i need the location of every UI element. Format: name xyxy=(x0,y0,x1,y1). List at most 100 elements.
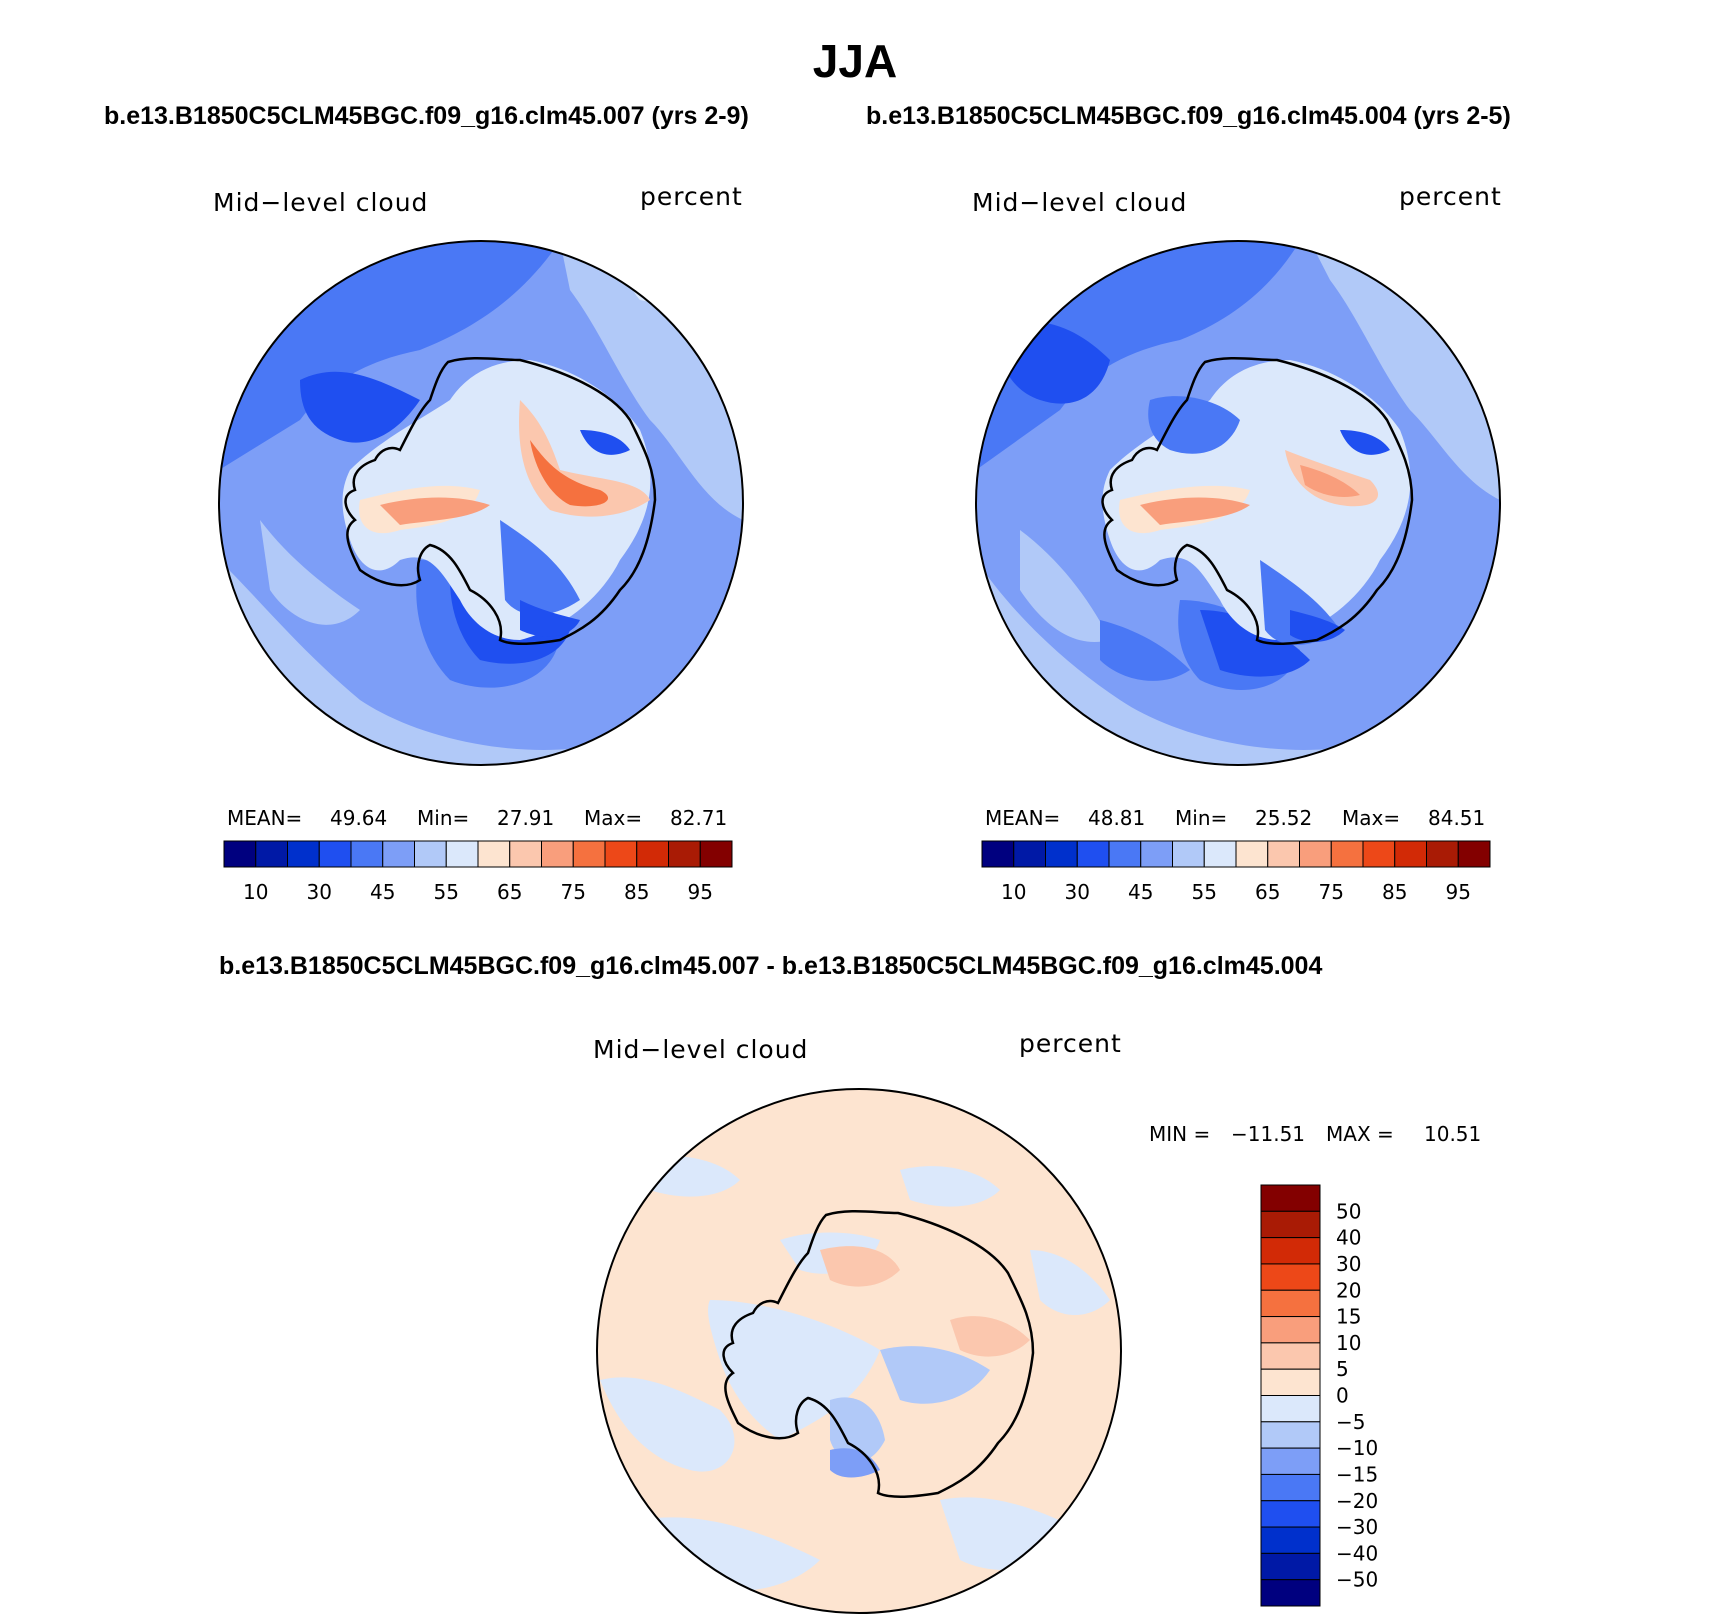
diff-colorbar-swatch-14 xyxy=(1260,1552,1321,1581)
right-colorbar-tick-label: 95 xyxy=(1446,880,1471,904)
right-colorbar-swatch-11 xyxy=(1330,840,1364,868)
diff-colorbar-swatch-0 xyxy=(1260,1184,1321,1212)
diff-colorbar-tick-label: −20 xyxy=(1336,1489,1378,1513)
right-colorbar-swatch-14 xyxy=(1426,840,1459,868)
left-colorbar-swatch-14 xyxy=(668,840,701,868)
season-title: JJA xyxy=(812,35,898,87)
diff-colorbar-swatch-4 xyxy=(1260,1289,1321,1318)
left-max-value: 82.71 xyxy=(670,806,728,830)
diff-colorbar-tick-label: 30 xyxy=(1336,1252,1361,1276)
right-colorbar-swatch-8 xyxy=(1235,840,1269,868)
right-colorbar-swatch-1 xyxy=(1013,840,1046,868)
left-colorbar-swatch-11 xyxy=(572,840,606,868)
left-colorbar-swatch-6 xyxy=(414,840,447,868)
right-min-label: Min= xyxy=(1175,806,1228,830)
left-map-border xyxy=(218,240,744,766)
right-colorbar-tick-label: 75 xyxy=(1319,880,1344,904)
left-colorbar-swatch-13 xyxy=(636,840,669,868)
diff-colorbar-swatch-15 xyxy=(1260,1579,1321,1607)
left-units-label: percent xyxy=(640,182,743,211)
diff-colorbar-swatch-5 xyxy=(1260,1316,1321,1344)
diff-colorbar-tick-label: 50 xyxy=(1336,1199,1361,1223)
left-colorbar-swatch-3 xyxy=(318,840,352,868)
right-colorbar-tick-label: 45 xyxy=(1128,880,1153,904)
diff-variable-label: Mid−level cloud xyxy=(593,1035,809,1064)
diff-colorbar-tick-label: −40 xyxy=(1336,1541,1378,1565)
left-antarctica-outline xyxy=(344,357,657,645)
right-colorbar-swatch-3 xyxy=(1076,840,1110,868)
diff-colorbar-tick-label: −50 xyxy=(1336,1568,1378,1592)
diff-colorbar-swatch-1 xyxy=(1260,1210,1321,1239)
diff-colorbar-tick-label: 0 xyxy=(1336,1384,1349,1408)
right-colorbar-tick-label: 30 xyxy=(1065,880,1090,904)
right-map-border xyxy=(975,240,1501,766)
left-colorbar-swatch-2 xyxy=(287,840,320,868)
right-mean-label: MEAN= xyxy=(985,806,1061,830)
diff-colorbar-swatch-3 xyxy=(1260,1263,1321,1291)
left-colorbar-swatch-9 xyxy=(509,840,542,868)
right-colorbar-swatch-5 xyxy=(1140,840,1173,868)
left-mean-label: MEAN= xyxy=(227,806,303,830)
diff-colorbar-swatch-13 xyxy=(1260,1526,1321,1554)
diff-max-label: MAX = xyxy=(1326,1122,1394,1146)
right-colorbar-swatch-4 xyxy=(1108,840,1142,868)
diff-colorbar-tick-label: −30 xyxy=(1336,1515,1378,1539)
left-min-label: Min= xyxy=(417,806,470,830)
left-colorbar-swatch-12 xyxy=(604,840,638,868)
left-colorbar-tick-label: 55 xyxy=(434,880,459,904)
left-colorbar-swatch-5 xyxy=(382,840,415,868)
right-colorbar-swatch-10 xyxy=(1299,840,1332,868)
right-mean-value: 48.81 xyxy=(1088,806,1146,830)
left-colorbar-tick-label: 95 xyxy=(688,880,713,904)
diff-colorbar-tick-label: 40 xyxy=(1336,1226,1361,1250)
right-colorbar-tick-label: 10 xyxy=(1001,880,1026,904)
left-colorbar-tick-label: 75 xyxy=(561,880,586,904)
diff-max-value: 10.51 xyxy=(1424,1122,1482,1146)
right-colorbar-swatch-0 xyxy=(981,840,1015,868)
diff-colorbar-swatch-7 xyxy=(1260,1368,1321,1396)
right-max-value: 84.51 xyxy=(1428,806,1486,830)
diff-panel-title: b.e13.B1850C5CLM45BGC.f09_g16.clm45.007 … xyxy=(219,952,1323,980)
left-colorbar-swatch-8 xyxy=(477,840,511,868)
diff-colorbar-swatch-10 xyxy=(1260,1447,1321,1475)
right-min-value: 25.52 xyxy=(1255,806,1313,830)
diff-colorbar-swatch-11 xyxy=(1260,1473,1321,1502)
diff-antarctica-outline xyxy=(722,1210,1035,1498)
right-variable-label: Mid−level cloud xyxy=(972,188,1188,217)
diff-colorbar-tick-label: −5 xyxy=(1336,1410,1365,1434)
left-colorbar-swatch-7 xyxy=(445,840,479,868)
diff-units-label: percent xyxy=(1019,1029,1122,1058)
right-colorbar-swatch-13 xyxy=(1394,840,1427,868)
diff-colorbar-tick-label: −15 xyxy=(1336,1462,1378,1486)
diff-min-label: MIN = xyxy=(1149,1122,1211,1146)
left-colorbar-swatch-0 xyxy=(223,840,257,868)
left-colorbar-tick-label: 10 xyxy=(243,880,268,904)
diff-colorbar-tick-label: 20 xyxy=(1336,1278,1361,1302)
left-colorbar-swatch-1 xyxy=(255,840,288,868)
diff-colorbar-tick-label: 5 xyxy=(1336,1357,1349,1381)
left-colorbar-swatch-15 xyxy=(699,840,733,868)
left-colorbar-swatch-4 xyxy=(350,840,384,868)
left-colorbar-tick-label: 85 xyxy=(624,880,649,904)
left-colorbar-tick-label: 45 xyxy=(370,880,395,904)
left-max-label: Max= xyxy=(584,806,643,830)
left-panel-title: b.e13.B1850C5CLM45BGC.f09_g16.clm45.007 … xyxy=(104,102,749,130)
diff-colorbar-swatch-9 xyxy=(1260,1421,1321,1449)
left-colorbar-tick-label: 65 xyxy=(497,880,522,904)
diff-colorbar-tick-label: 15 xyxy=(1336,1305,1361,1329)
right-colorbar-tick-label: 65 xyxy=(1255,880,1280,904)
left-mean-value: 49.64 xyxy=(330,806,388,830)
right-colorbar-swatch-12 xyxy=(1362,840,1396,868)
diff-min-value: −11.51 xyxy=(1231,1122,1306,1146)
right-colorbar-swatch-2 xyxy=(1045,840,1078,868)
diff-colorbar-swatch-6 xyxy=(1260,1342,1321,1370)
diff-colorbar-swatch-2 xyxy=(1260,1237,1321,1265)
diff-colorbar-swatch-8 xyxy=(1260,1395,1321,1423)
right-colorbar-swatch-15 xyxy=(1457,840,1491,868)
right-colorbar-tick-label: 55 xyxy=(1192,880,1217,904)
left-colorbar-tick-label: 30 xyxy=(307,880,332,904)
right-units-label: percent xyxy=(1399,182,1502,211)
right-colorbar-swatch-7 xyxy=(1203,840,1237,868)
right-colorbar-swatch-9 xyxy=(1267,840,1300,868)
